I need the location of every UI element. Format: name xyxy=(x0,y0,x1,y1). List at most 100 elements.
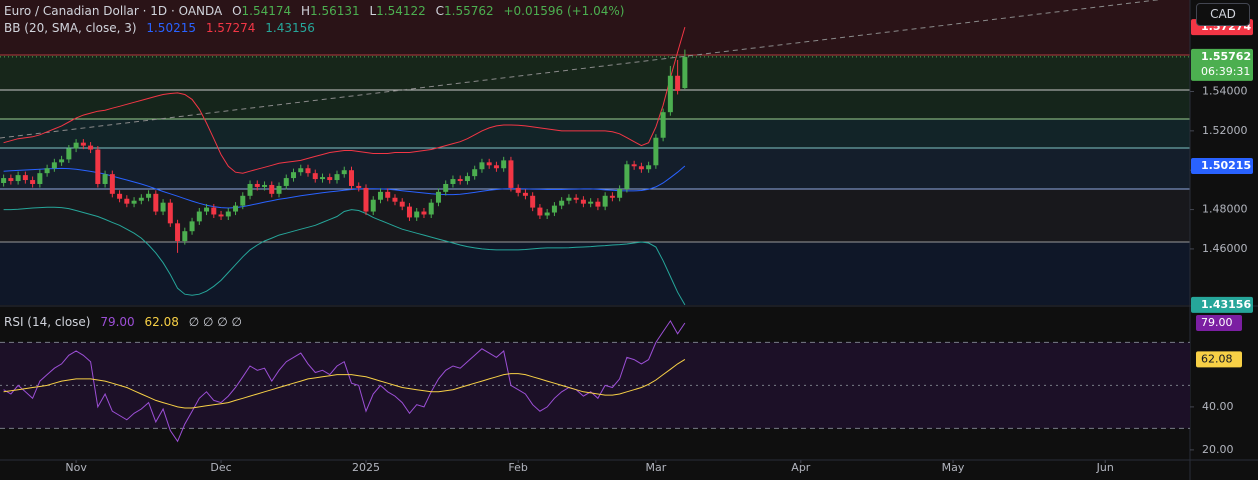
candle-body xyxy=(356,185,362,188)
candle-body xyxy=(218,214,224,217)
candle-body xyxy=(573,197,579,200)
candle-body xyxy=(617,188,623,198)
candle-body xyxy=(508,160,514,188)
field-value: 1.54174 xyxy=(241,4,292,18)
candle-body xyxy=(131,200,137,204)
candle-body xyxy=(464,176,470,182)
candle-body xyxy=(102,174,108,184)
candle-body xyxy=(305,168,311,174)
candle-body xyxy=(435,191,441,203)
bb-line xyxy=(3,206,686,306)
candle-body xyxy=(262,184,268,187)
candle-body xyxy=(153,193,159,212)
candle-body xyxy=(544,212,550,216)
candle-body xyxy=(624,164,630,189)
candle-body xyxy=(59,159,65,163)
price-tag-label: 1.55762 xyxy=(1201,50,1251,63)
candle-body xyxy=(66,148,72,160)
candle-body xyxy=(515,187,521,193)
candle-body xyxy=(551,205,557,213)
candle-body xyxy=(392,197,398,202)
candle-body xyxy=(44,168,50,174)
y-tick-label: 20.00 xyxy=(1202,443,1234,456)
candle-body xyxy=(566,197,572,201)
zone xyxy=(0,55,1190,90)
field-letter: C xyxy=(435,4,444,18)
candle-body xyxy=(653,137,659,166)
candle-body xyxy=(472,169,478,177)
candle-body xyxy=(283,178,289,186)
symbol-title: Euro / Canadian Dollar · 1D · OANDA xyxy=(4,4,223,18)
rsi-extra: ∅ ∅ ∅ ∅ xyxy=(188,315,242,329)
candle-body xyxy=(675,75,681,91)
y-tick-label: 40.00 xyxy=(1202,400,1234,413)
candle-body xyxy=(146,193,152,198)
bb-title: BB (20, SMA, close, 3) xyxy=(4,21,137,35)
candle-body xyxy=(189,221,195,232)
bb-basis-tag xyxy=(1191,157,1253,174)
candle-body xyxy=(15,175,21,182)
candle-body xyxy=(327,177,333,181)
candle-body xyxy=(631,164,637,167)
candle-body xyxy=(385,191,391,198)
candle-body xyxy=(37,173,43,184)
x-tick-label: Jun xyxy=(1096,461,1114,474)
candle-body xyxy=(320,177,326,180)
rsi-tag xyxy=(1196,315,1242,332)
bb-line xyxy=(3,165,686,209)
candle-body xyxy=(167,202,173,224)
zone xyxy=(0,242,1190,305)
candle-body xyxy=(493,165,499,169)
candle-body xyxy=(377,191,383,200)
candle-body xyxy=(22,175,28,181)
candle-body xyxy=(501,160,507,169)
candle-body xyxy=(595,201,601,207)
rsi-ma-tag-label: 62.08 xyxy=(1201,352,1233,365)
candle-body xyxy=(160,202,166,212)
field-letter: O xyxy=(232,4,242,18)
candle-body xyxy=(450,179,456,184)
symbol-header: Euro / Canadian Dollar · 1D · OANDA O1.5… xyxy=(4,3,624,19)
candle-body xyxy=(312,173,318,180)
candle-body xyxy=(247,183,253,196)
candle-body xyxy=(298,168,304,173)
field-letter: H xyxy=(300,4,311,18)
candle-body xyxy=(291,172,297,179)
candle-body xyxy=(233,205,239,212)
rsi-ma-value: 62.08 xyxy=(144,315,179,329)
candle-body xyxy=(240,195,246,206)
candle-body xyxy=(479,162,485,170)
zone xyxy=(0,119,1190,148)
candle-body xyxy=(117,193,123,199)
candle-body xyxy=(196,211,202,222)
candle-body xyxy=(588,201,594,204)
bb-lower-tag xyxy=(1191,296,1253,313)
field-letter: L xyxy=(369,4,377,18)
rsi-value: 79.00 xyxy=(100,315,135,329)
x-tick-label: Mar xyxy=(645,461,666,474)
bb-line xyxy=(3,26,686,174)
candle-body xyxy=(399,201,405,207)
candle-body xyxy=(443,183,449,192)
candle-body xyxy=(646,165,652,170)
candle-body xyxy=(522,192,528,196)
field-value: 1.55762 xyxy=(444,4,494,18)
candle-body xyxy=(414,211,420,218)
field-value: 1.54122 xyxy=(376,4,426,18)
candle-body xyxy=(204,207,210,212)
candle-body xyxy=(638,166,644,170)
candle-body xyxy=(276,185,282,194)
x-tick-label: Feb xyxy=(508,461,527,474)
bb-header: BB (20, SMA, close, 3) 1.50215 1.57274 1… xyxy=(4,20,315,36)
candle-body xyxy=(73,142,79,149)
x-tick-label: Dec xyxy=(210,461,231,474)
candle-body xyxy=(109,174,115,194)
candle-body xyxy=(363,187,369,212)
candle-body xyxy=(457,179,463,182)
currency-button[interactable]: CAD xyxy=(1196,3,1250,26)
candle-body xyxy=(660,112,666,138)
candle-body xyxy=(559,200,565,206)
candle-body xyxy=(254,183,260,187)
candle-body xyxy=(138,197,144,201)
candle-body xyxy=(175,223,181,242)
